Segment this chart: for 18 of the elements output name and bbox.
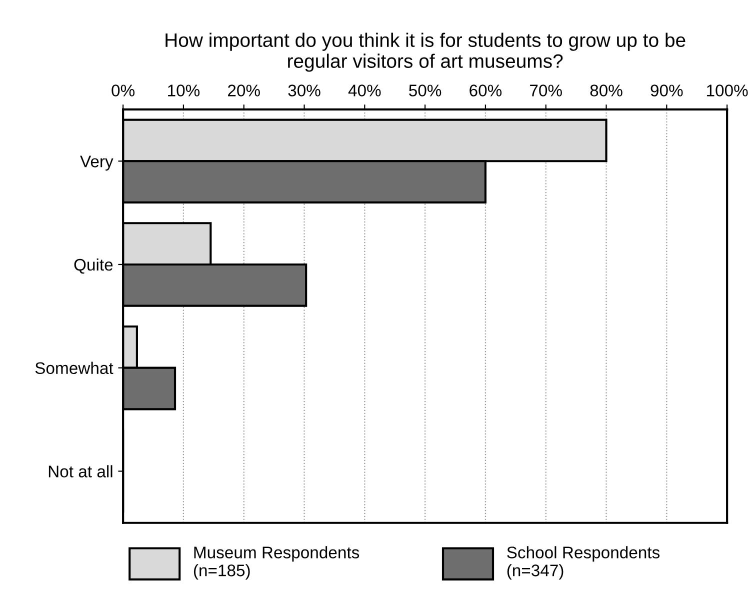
legend-label: School Respondents (n=347) <box>507 546 660 580</box>
x-tick-label: 90% <box>650 84 683 96</box>
y-tick-label: Quite <box>74 258 113 274</box>
x-tick-label: 0% <box>112 84 135 96</box>
x-tick-label: 30% <box>288 84 320 96</box>
x-tick-label: 80% <box>590 84 622 96</box>
x-tick-label: 10% <box>168 84 200 96</box>
x-tick-label: 60% <box>470 84 502 96</box>
legend-label: Museum Respondents (n=185) <box>194 546 360 580</box>
x-tick-label: 50% <box>409 84 442 96</box>
x-tick-label: 40% <box>348 84 381 96</box>
x-tick-label: 100% <box>707 84 748 96</box>
x-tick-label: 20% <box>228 84 260 96</box>
x-tick-label: 70% <box>530 84 562 96</box>
y-tick-label: Not at all <box>48 465 112 478</box>
y-tick-label: Very <box>80 156 114 171</box>
y-tick-label: Somewhat <box>35 362 114 374</box>
chart-title: How important do you think it is for students to grow up to be regular visitors of art museums? <box>166 32 686 72</box>
